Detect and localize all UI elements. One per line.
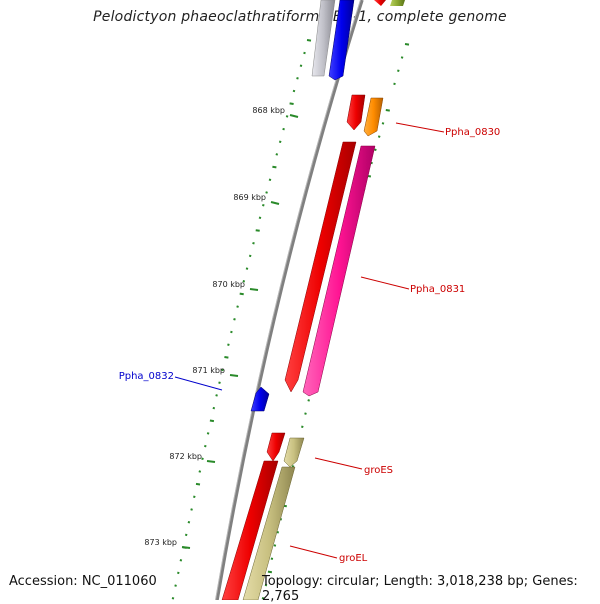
gc-dash-outer — [171, 597, 175, 600]
gc-dash-outer — [227, 343, 230, 346]
gc-dash-outer — [265, 191, 268, 194]
gc-dash-outer — [206, 432, 210, 435]
gc-dash-outer — [215, 394, 218, 397]
gc-dash-outer — [190, 508, 193, 511]
map-title: Pelodictyon phaeoclathratiforme BU-1, co… — [93, 9, 507, 25]
tick-869: 869 kbp — [233, 193, 266, 202]
gene-khaki-groes — [283, 437, 305, 468]
gc-dash-inner — [377, 135, 381, 138]
gc-dash-outer — [255, 229, 260, 232]
gc-dash-inner — [264, 583, 268, 587]
gc-dash-outer — [282, 127, 285, 131]
leader-ppha-0830 — [395, 122, 445, 133]
gc-dash-outer — [248, 254, 252, 258]
gc-track-inner — [261, 43, 410, 600]
gene-red-top-small — [374, 0, 386, 6]
gc-dash-outer — [184, 533, 188, 537]
gc-dash-outer — [292, 89, 296, 93]
gc-dash-inner — [301, 425, 304, 429]
gc-dash-inner — [291, 465, 295, 468]
gc-dash-inner — [381, 122, 385, 125]
gc-dash-outer — [177, 571, 180, 575]
tick-873: 873 kbp — [144, 538, 177, 547]
gc-dash-inner — [400, 56, 404, 59]
genome-backbone-highlight — [215, 0, 361, 600]
genome-backbone — [215, 0, 364, 600]
gene-olive-top — [390, 0, 405, 6]
gene-red-lower — [221, 460, 279, 600]
gc-dash-outer — [306, 39, 312, 42]
label-ppha-0831[interactable]: Ppha_0831 — [410, 284, 465, 295]
kbp-axis: 868 kbp 869 kbp 870 kbp 871 kbp 872 kbp … — [144, 106, 299, 549]
gc-dash-outer — [272, 165, 277, 169]
gc-dash-inner — [261, 597, 265, 600]
leader-ppha-0831 — [360, 276, 410, 290]
label-ppha-0832[interactable]: Ppha_0832 — [119, 371, 174, 382]
tick-872: 872 kbp — [169, 452, 202, 461]
label-groes[interactable]: groES — [364, 465, 393, 476]
gc-dash-outer — [209, 419, 215, 423]
gc-dash-outer — [258, 216, 262, 220]
tick-871: 871 kbp — [192, 366, 225, 375]
gc-dash-outer — [239, 292, 244, 296]
gc-dash-inner — [304, 412, 307, 415]
gc-dash-inner — [374, 148, 377, 152]
gc-dash-outer — [285, 115, 289, 118]
gc-dash-outer — [278, 140, 282, 144]
gc-dash-outer — [230, 330, 233, 334]
gc-dash-inner — [267, 570, 273, 574]
gene-orange-ppha-0830 — [363, 97, 384, 137]
gc-dash-outer — [252, 241, 255, 245]
gc-dash-outer — [289, 102, 294, 105]
gc-dash-outer — [224, 356, 229, 359]
accession-text: Accession: NC_011060 — [9, 574, 157, 589]
gc-dash-outer — [268, 178, 272, 182]
leader-groes — [314, 457, 363, 470]
gc-dash-outer — [236, 305, 239, 308]
gc-dash-outer — [195, 482, 201, 486]
gene-magenta-ppha-0831 — [302, 145, 376, 397]
gc-dash-outer — [187, 520, 191, 524]
gc-dash-outer — [174, 584, 177, 587]
gene-blue-top — [328, 0, 355, 81]
gc-dash-inner — [273, 544, 277, 547]
tick-870: 870 kbp — [212, 280, 245, 289]
gc-dash-outer — [201, 457, 204, 461]
gc-dash-outer — [299, 64, 303, 67]
gc-dash-outer — [233, 318, 236, 321]
gc-dash-inner — [397, 69, 400, 72]
gc-dash-outer — [198, 470, 202, 473]
gc-dash-outer — [296, 77, 299, 80]
tick-868: 868 kbp — [252, 106, 285, 115]
gene-grey-top — [311, 0, 336, 77]
gc-dash-outer — [212, 406, 216, 410]
gc-dash-outer — [221, 368, 224, 372]
gene-red-groes-adjacent — [266, 432, 286, 462]
gc-dash-inner — [404, 43, 410, 46]
gene-red-long — [284, 141, 357, 393]
gc-dash-inner — [307, 399, 310, 402]
gc-dash-outer — [245, 267, 249, 270]
label-ppha-0830[interactable]: Ppha_0830 — [445, 127, 500, 138]
gc-dash-outer — [204, 444, 207, 448]
leader-ppha-0832 — [174, 376, 223, 391]
gc-dash-outer — [193, 495, 196, 499]
gc-dash-outer — [179, 559, 183, 562]
gc-dash-outer — [275, 153, 279, 156]
gc-dash-inner — [393, 82, 396, 86]
gene-red-868 — [346, 94, 366, 131]
gc-dash-outer — [242, 280, 246, 283]
gc-dash-inner — [270, 557, 274, 560]
gene-khaki-groel — [242, 466, 296, 600]
gc-track-outer — [171, 39, 312, 600]
gc-dash-outer — [262, 203, 265, 207]
gc-dash-outer — [303, 51, 306, 55]
gc-dash-inner — [385, 109, 390, 112]
leader-groel — [289, 545, 338, 559]
label-groel[interactable]: groEL — [339, 553, 368, 564]
gc-dash-outer — [218, 381, 221, 384]
gene-blue-ppha-0832 — [250, 386, 270, 412]
